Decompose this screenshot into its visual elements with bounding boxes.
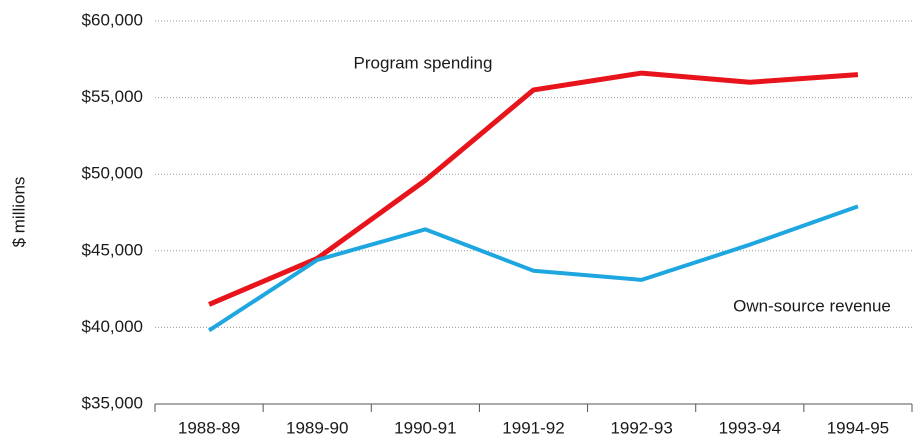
legend-label: Program spending: [354, 53, 493, 72]
y-tick-label: $35,000: [82, 393, 143, 412]
y-tick-label: $55,000: [82, 87, 143, 106]
x-tick-label: 1989-90: [286, 418, 348, 437]
legend-label: Own-source revenue: [733, 296, 891, 315]
series-line: [207, 204, 859, 333]
x-tick-label: 1992-93: [610, 418, 672, 437]
y-tick-label: $50,000: [82, 164, 143, 183]
x-tick-label: 1991-92: [502, 418, 564, 437]
x-tick-label: 1994-95: [827, 418, 889, 437]
y-tick-label: $60,000: [82, 10, 143, 29]
x-tick-label: 1993-94: [719, 418, 781, 437]
y-axis-label: $ millions: [9, 177, 28, 248]
x-tick-label: 1988-89: [178, 418, 240, 437]
y-tick-label: $45,000: [82, 240, 143, 259]
y-tick-label: $40,000: [82, 317, 143, 336]
x-tick-label: 1990-91: [394, 418, 456, 437]
